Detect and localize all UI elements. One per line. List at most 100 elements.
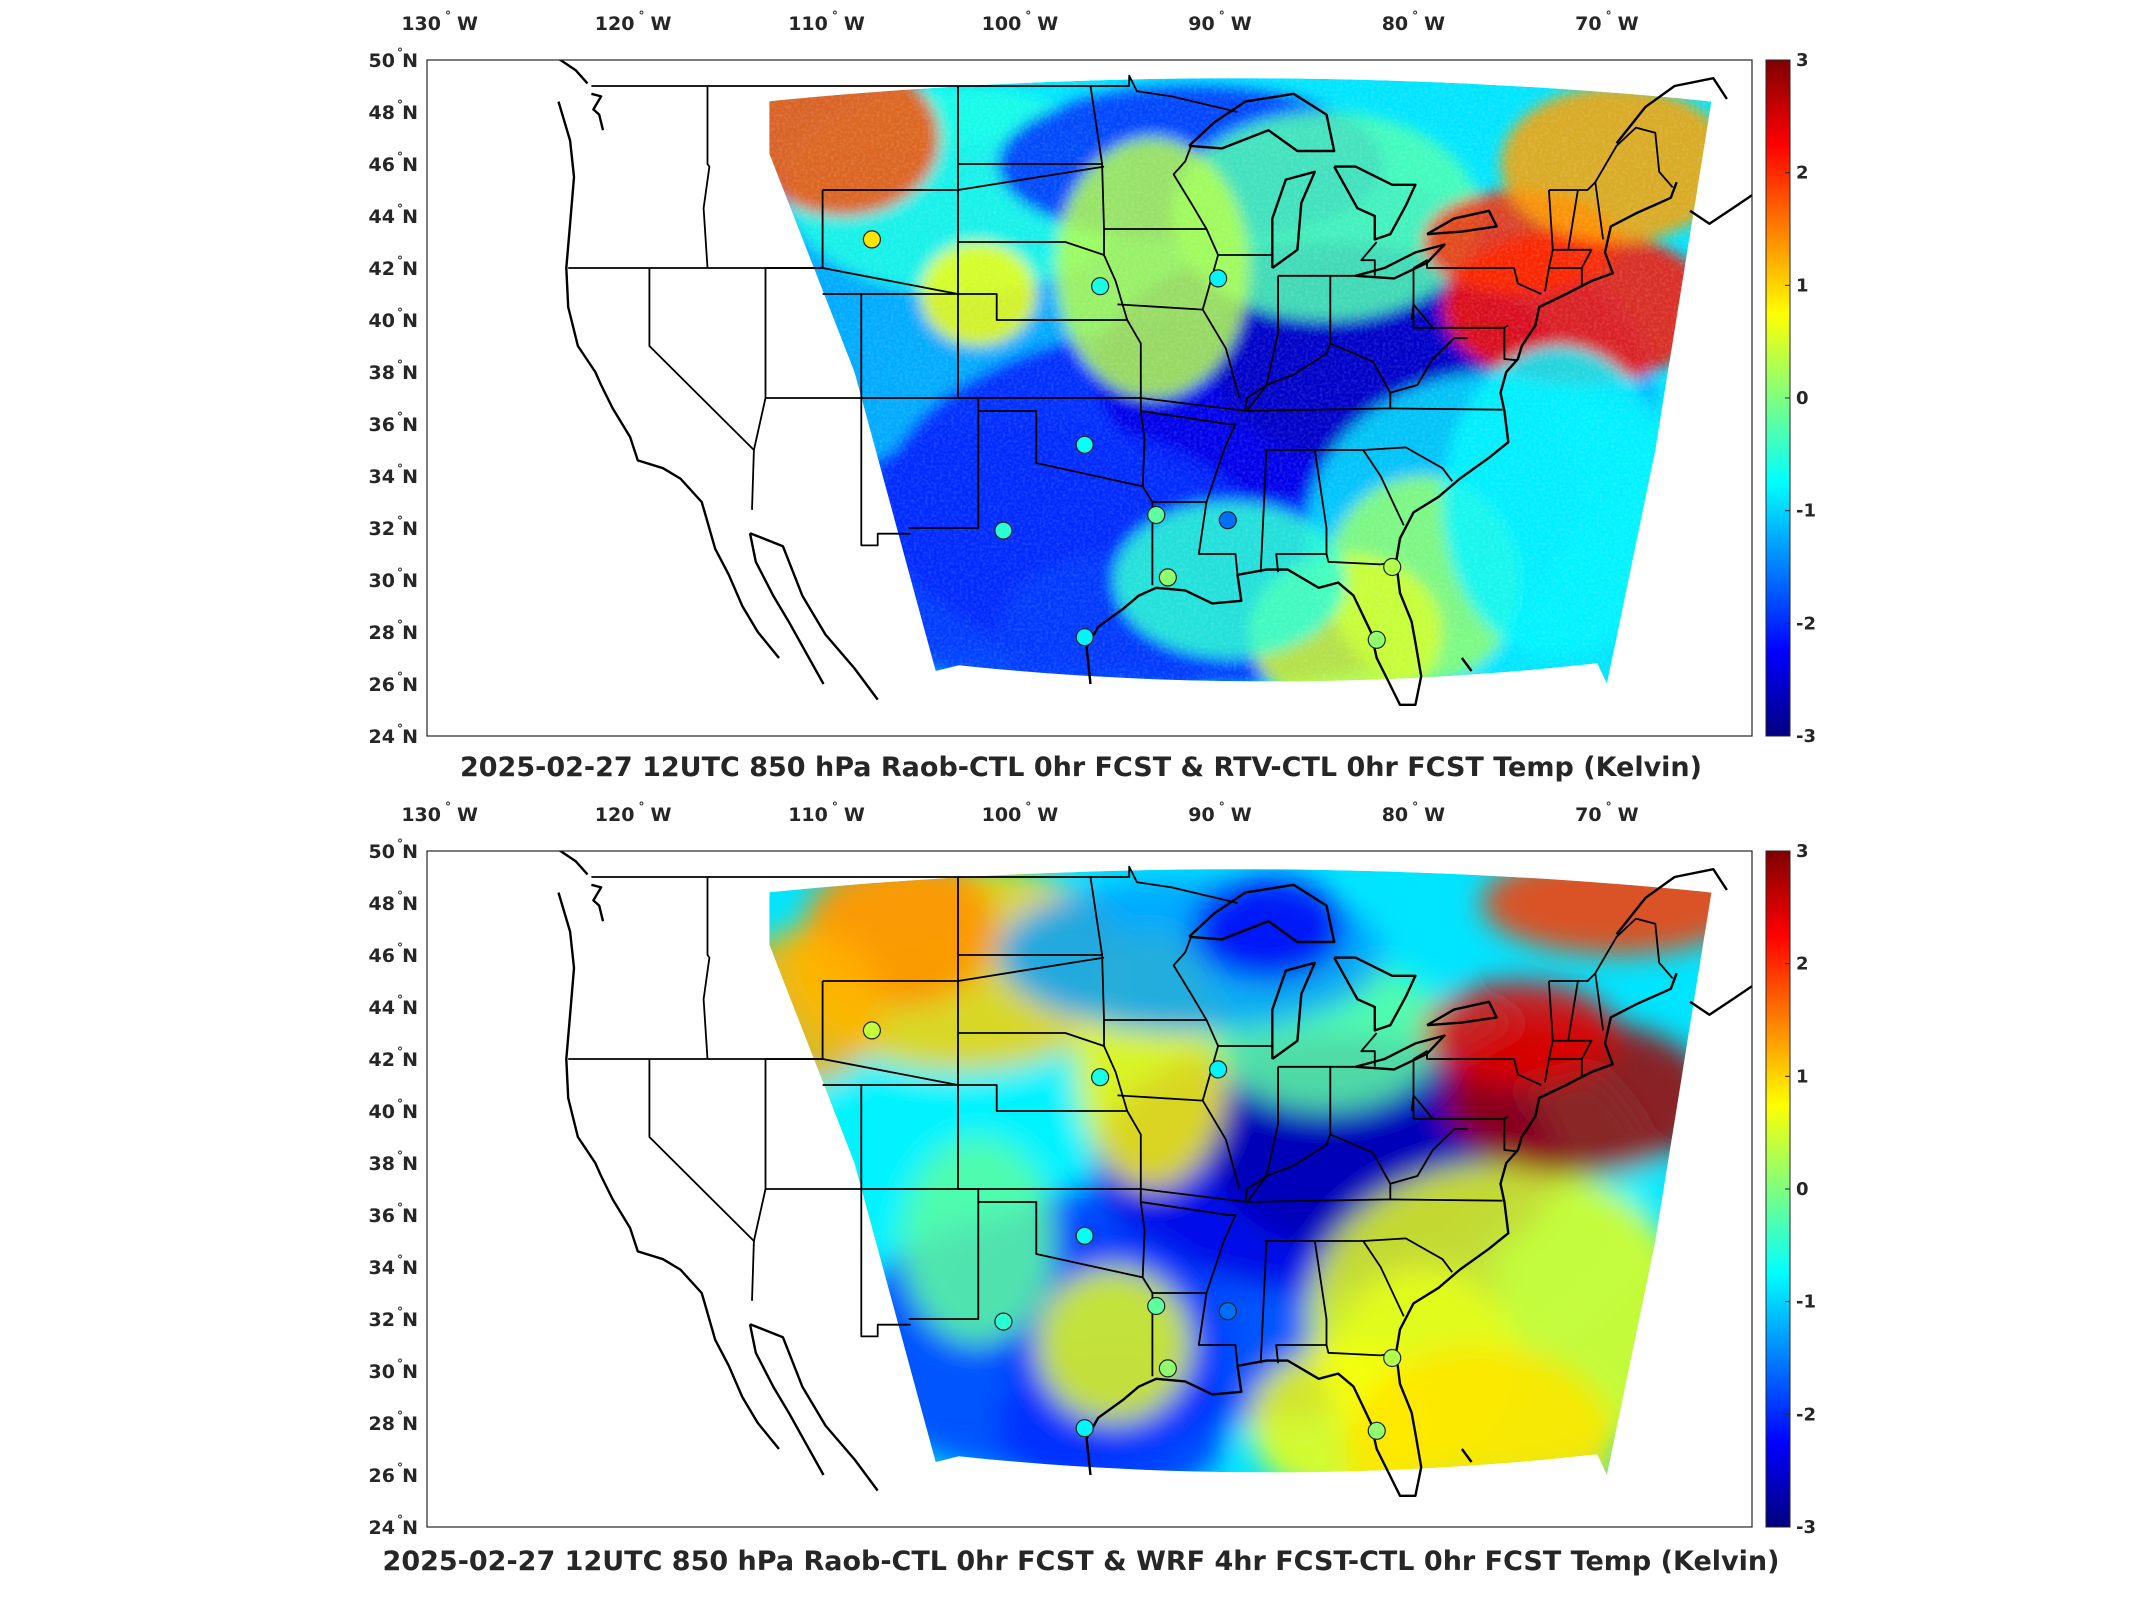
coastline: [749, 532, 879, 701]
lat-tick-number: 30: [369, 1361, 395, 1383]
raob-station-marker: [1367, 630, 1386, 649]
degree-mark: °: [397, 462, 403, 476]
state-border: [1197, 501, 1239, 575]
degree-mark: °: [397, 1253, 403, 1267]
lat-tick-number: 48: [369, 893, 395, 915]
state-border: [1503, 327, 1518, 362]
raob-station-marker: [1075, 1419, 1094, 1438]
map-area: [557, 851, 1752, 1497]
coastline: [1689, 984, 1752, 1016]
panel-bottom: 130 ° W 120 ° W 110 ° W 100 ° W 90 ° W 80 ° W 70 ° W50 ° N48 ° N…: [369, 800, 1816, 1539]
lat-tick-number: 40: [369, 1101, 395, 1123]
state-border: [908, 86, 980, 529]
lat-tick-dir: N: [402, 362, 418, 384]
lat-tick-number: 44: [369, 997, 395, 1019]
lat-tick-dir: N: [402, 310, 418, 332]
lon-tick-dir: W: [1424, 13, 1445, 35]
boundaries: [557, 851, 1752, 1497]
state-border: [1089, 85, 1146, 487]
raob-station-marker: [994, 521, 1013, 540]
lon-tick-number: 120: [595, 13, 635, 35]
state-border: [753, 190, 824, 451]
lat-tick-number: 46: [369, 154, 395, 176]
lat-tick-number: 36: [369, 1205, 395, 1227]
degree-mark: °: [397, 618, 403, 632]
lat-tick-number: 26: [369, 1465, 395, 1487]
raob-station-marker: [1367, 1421, 1386, 1440]
raob-station-marker: [1091, 1068, 1110, 1087]
lat-tick-dir: N: [402, 945, 418, 967]
degree-mark: °: [397, 514, 403, 528]
degree-mark: °: [397, 722, 403, 736]
field-blob: [1481, 869, 1712, 955]
lat-tick-number: 24: [369, 1517, 395, 1539]
state-border: [1259, 1240, 1268, 1364]
colorbar-tick-label: 0: [1796, 388, 1809, 409]
degree-mark: °: [397, 1461, 403, 1475]
lon-tick-number: 110: [788, 804, 828, 826]
state-border: [1552, 248, 1593, 287]
degree-mark: °: [397, 150, 403, 164]
latitude-ticks: 50 ° N48 ° N46 ° N44 ° N42 ° N40 ° N38 ° N36 ° N34 ° N32 ° N…: [369, 46, 418, 748]
lon-tick-number: 130: [401, 804, 441, 826]
coastline: [1085, 972, 1678, 1497]
raob-station-marker: [1075, 628, 1094, 647]
degree-mark: °: [397, 46, 403, 60]
state-border: [1201, 1100, 1241, 1190]
coastline: [748, 1323, 825, 1476]
lat-tick-number: 40: [369, 310, 395, 332]
raob-station-marker: [1147, 1296, 1166, 1316]
lon-tick-number: 80: [1382, 804, 1408, 826]
raob-station-marker: [994, 1312, 1013, 1331]
lake-outline: [1188, 883, 1336, 944]
colorbar-tick-label: -3: [1796, 1517, 1816, 1538]
state-border: [1362, 449, 1405, 526]
raob-station-marker: [1091, 277, 1110, 296]
state-border: [822, 293, 1128, 321]
lat-tick-dir: N: [402, 1101, 418, 1123]
lat-tick-dir: N: [402, 206, 418, 228]
raob-station-marker: [1218, 511, 1237, 530]
state-border: [1089, 876, 1146, 1278]
lon-tick-dir: W: [1037, 13, 1058, 35]
state-border: [702, 877, 711, 1060]
state-border: [1246, 1133, 1392, 1203]
lake-outline: [1426, 209, 1498, 236]
state-border: [958, 241, 1105, 256]
degree-mark: °: [832, 800, 838, 814]
state-border: [1413, 1050, 1542, 1086]
state-border: [648, 268, 755, 510]
state-border: [1544, 189, 1554, 292]
lon-tick-number: 100: [982, 13, 1022, 35]
state-border: [1548, 972, 1604, 1031]
longitude-ticks: 130 ° W 120 ° W 110 ° W 100 ° W 90 ° W 80 ° W 70 ° W: [401, 800, 1638, 826]
lat-tick-number: 38: [369, 362, 395, 384]
degree-mark: °: [397, 1409, 403, 1423]
state-border: [1548, 181, 1604, 240]
state-border: [1201, 309, 1241, 399]
lon-tick-number: 130: [401, 13, 441, 35]
field-texture: [769, 78, 1712, 684]
state-border: [1410, 1059, 1415, 1120]
lat-tick-number: 48: [369, 102, 395, 124]
latitude-ticks: 50 ° N48 ° N46 ° N44 ° N42 ° N40 ° N38 ° N36 ° N34 ° N32 ° N…: [369, 837, 418, 1539]
lon-tick-number: 90: [1188, 804, 1214, 826]
lon-tick-number: 100: [982, 804, 1022, 826]
coastline: [591, 92, 605, 131]
lat-tick-number: 26: [369, 674, 395, 696]
lon-tick-dir: W: [650, 13, 671, 35]
colorbar-tick-label: 1: [1796, 275, 1809, 296]
lon-tick-number: 80: [1382, 13, 1408, 35]
state-border: [1594, 917, 1674, 979]
state-border: [1410, 268, 1415, 329]
lon-tick-number: 90: [1188, 13, 1214, 35]
state-border: [1389, 337, 1468, 409]
degree-mark: °: [397, 358, 403, 372]
state-border: [1552, 1039, 1593, 1078]
lake-outline: [1188, 92, 1336, 153]
degree-mark: °: [832, 9, 838, 23]
lake-outline: [1426, 1000, 1498, 1027]
lon-tick-dir: W: [1231, 804, 1252, 826]
degree-mark: °: [1412, 800, 1418, 814]
lat-tick-dir: N: [402, 1517, 418, 1539]
